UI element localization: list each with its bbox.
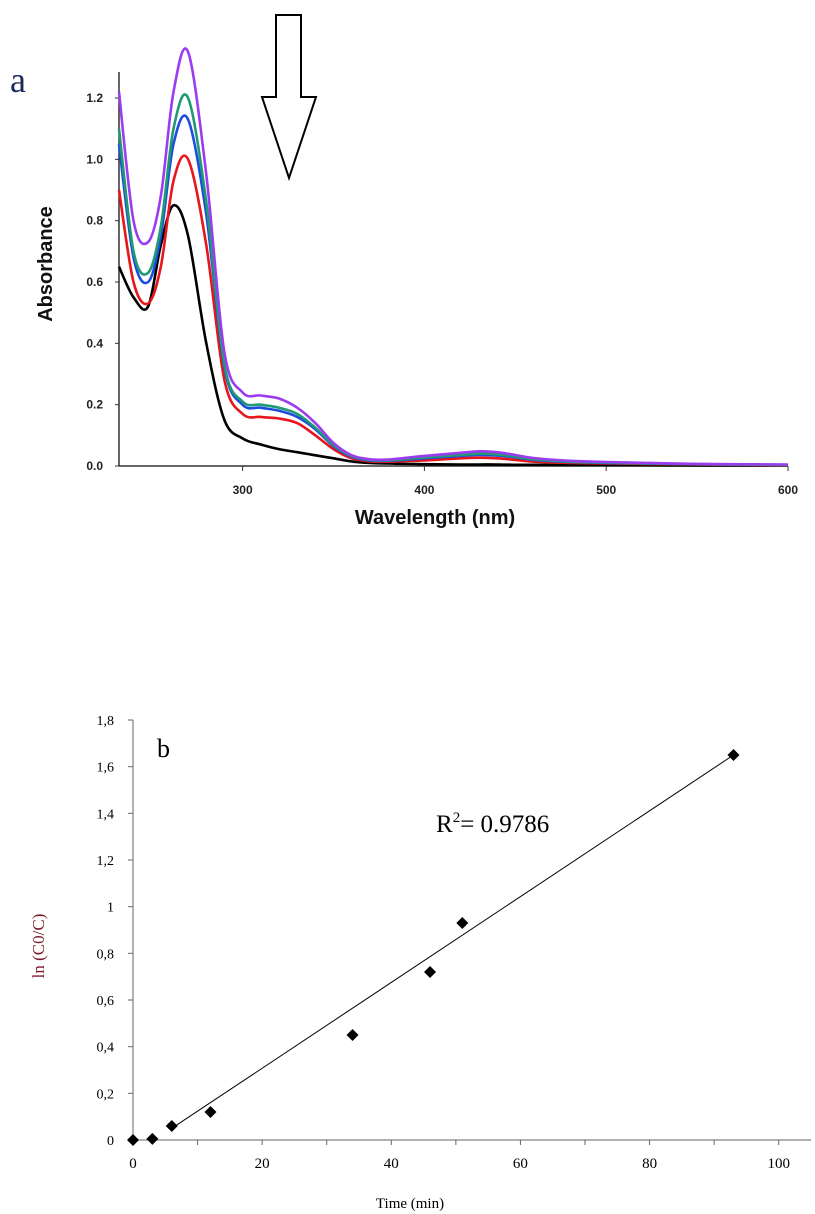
panel-a-y-tick-label: 1.2 bbox=[86, 91, 103, 105]
down-arrow-icon bbox=[260, 14, 318, 182]
panel-b-y-tick-label: 1,2 bbox=[97, 854, 115, 869]
panel-b-data-point bbox=[346, 1029, 359, 1041]
panel-b-x-axis-label: Time (min) bbox=[376, 1196, 444, 1212]
panel-a-x-axis-label: Wavelength (nm) bbox=[355, 507, 515, 529]
panel-b-y-tick-label: 0,8 bbox=[97, 947, 115, 962]
panel-b-data-point bbox=[204, 1106, 217, 1118]
panel-b-data-point bbox=[146, 1132, 159, 1145]
panel-a-series-line-0 bbox=[117, 203, 788, 467]
panel-b-y-tick-label: 1,8 bbox=[97, 714, 115, 729]
panel-a-x-tick-label: 300 bbox=[233, 483, 253, 497]
panel-b-y-tick-label: 0,2 bbox=[97, 1087, 115, 1102]
panel-b-y-axis-label: ln (C0/C) bbox=[29, 914, 48, 979]
r-squared-superscript: 2 bbox=[453, 810, 461, 826]
panel-b-trendline bbox=[171, 754, 734, 1129]
panel-a-x-tick-label: 500 bbox=[596, 483, 616, 497]
panel-b-chart: b ln (C0/C) Time (min) R2= 0.9786 0 0,2 0,… bbox=[29, 714, 811, 1212]
panel-a-y-tick-label: 1.0 bbox=[86, 152, 103, 166]
r-squared-annotation: R2= 0.9786 bbox=[436, 810, 549, 838]
panel-a-chart: a Absorbance Wavelength (nm) 0.00.20.40.… bbox=[10, 14, 798, 529]
panel-b-points bbox=[127, 749, 740, 1146]
panel-a-series-line-4 bbox=[117, 47, 789, 466]
panel-b-y-tick-label: 1,6 bbox=[97, 761, 115, 776]
panel-b-x-tick-label: 40 bbox=[384, 1156, 399, 1172]
panel-b-axes: 0 0,2 0,4 0,6 0,8 1 1,2 1,4 1,6 1,8 0 20 40 60 80 100 bbox=[97, 714, 811, 1172]
r-squared-prefix: R bbox=[436, 811, 453, 838]
panel-a-y-tick-label: 0.8 bbox=[86, 214, 103, 228]
panel-a-x-tick-label: 400 bbox=[414, 483, 434, 497]
panel-a-series-line-2 bbox=[117, 114, 789, 467]
panel-a-y-tick-label: 0.4 bbox=[86, 336, 103, 350]
panel-a-series-line-1 bbox=[117, 154, 789, 467]
panel-a-x-tick-label: 600 bbox=[778, 483, 798, 497]
panel-b-x-tick-label: 100 bbox=[767, 1156, 790, 1172]
panel-b-trendline-group bbox=[171, 754, 734, 1129]
panel-b-y-tick-label: 1 bbox=[107, 901, 114, 916]
panel-b-x-tick-label: 80 bbox=[642, 1156, 657, 1172]
panel-b-label: b bbox=[157, 734, 170, 763]
panel-b-y-tick-label: 0 bbox=[107, 1134, 114, 1149]
panel-a-y-tick-label: 0.2 bbox=[86, 398, 103, 412]
panel-b-data-point bbox=[727, 749, 740, 761]
panel-a-y-axis-label: Absorbance bbox=[35, 206, 57, 322]
panel-b-x-tick-label: 60 bbox=[513, 1156, 528, 1172]
panel-a-series bbox=[117, 47, 789, 467]
panel-b-data-point bbox=[127, 1134, 139, 1146]
panel-a-y-tick-label: 0.0 bbox=[86, 459, 103, 473]
panel-a-y-tick-label: 0.6 bbox=[86, 275, 103, 289]
panel-a-label: a bbox=[10, 60, 26, 100]
panel-b-data-point bbox=[165, 1120, 178, 1132]
panel-b-y-tick-label: 0,6 bbox=[97, 994, 115, 1009]
panel-b-y-tick-label: 1,4 bbox=[97, 807, 115, 822]
panel-a-axes: 0.0 0.2 0.4 0.6 0.8 1.0 1.2 300 400 500 600 bbox=[86, 72, 798, 497]
panel-b-x-tick-label: 0 bbox=[129, 1156, 137, 1172]
panel-b-y-tick-label: 0,4 bbox=[97, 1041, 115, 1056]
r-squared-value: = 0.9786 bbox=[460, 811, 549, 838]
panel-b-data-point bbox=[456, 917, 469, 929]
panel-a-series-line-3 bbox=[117, 93, 789, 467]
panel-b-x-tick-label: 20 bbox=[255, 1156, 270, 1172]
panel-b-data-point bbox=[424, 966, 437, 978]
